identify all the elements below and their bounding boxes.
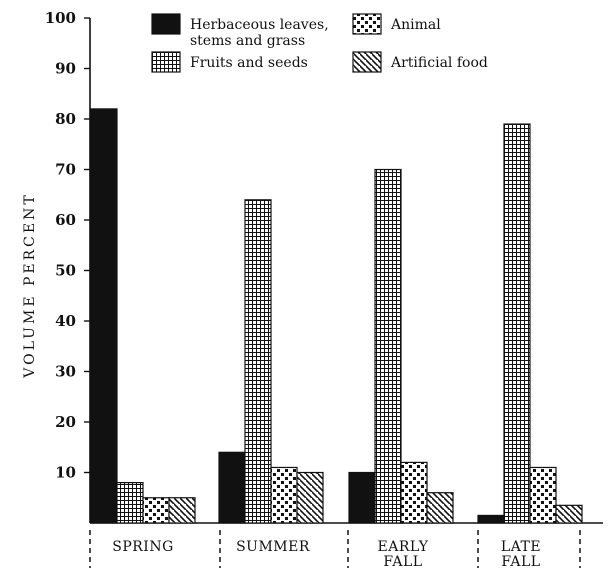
y-tick-label: 20 (55, 413, 76, 431)
y-tick-label: 60 (55, 211, 76, 229)
legend-label: Animal (390, 17, 441, 33)
bar-solid-1 (218, 451, 246, 524)
legend-label: Artificial food (390, 55, 488, 71)
bar-hatch-2 (426, 492, 454, 524)
x-tick-label: FALL (501, 554, 540, 568)
bar-grid-2 (374, 168, 402, 524)
y-tick-label: 90 (55, 60, 76, 78)
bar-dots-3 (529, 466, 557, 524)
legend: Herbaceous leaves,stems and grass Fruits … (151, 13, 488, 73)
legend-label: Fruits and seeds (190, 55, 308, 71)
legend-label: Herbaceous leaves, (190, 17, 329, 33)
bar-dots-1 (270, 466, 298, 524)
x-tick-label: SUMMER (236, 539, 310, 555)
bar-solid-2 (348, 471, 376, 524)
bar-grid-0 (116, 482, 144, 524)
x-tick-label: FALL (383, 554, 422, 568)
legend-label: stems and grass (190, 33, 305, 49)
bar-hatch-1 (296, 471, 324, 524)
bar-hatch-3 (555, 504, 583, 524)
bar-dots-0 (142, 497, 170, 524)
y-axis-ticks: 10 20 30 40 50 60 70 80 90 100 (45, 9, 90, 482)
bar-hatch-0 (168, 497, 196, 524)
x-tick-label: SPRING (112, 539, 174, 555)
legend-swatch-hatch (352, 51, 382, 73)
y-axis-label: VOLUME PERCENT (22, 192, 38, 378)
x-tick-label: EARLY (377, 539, 428, 555)
bar-grid-1 (244, 199, 272, 524)
bar-grid-3 (503, 123, 531, 524)
legend-swatch-dots (352, 13, 382, 35)
bar-solid-0 (90, 108, 118, 524)
y-tick-label: 30 (55, 363, 76, 381)
bar-dots-2 (400, 461, 428, 524)
bars (90, 108, 583, 524)
y-tick-label: 40 (55, 312, 76, 330)
bar-solid-3 (477, 514, 505, 524)
legend-swatch-solid (151, 13, 181, 35)
y-tick-label: 70 (55, 161, 76, 179)
y-tick-label: 50 (55, 262, 76, 280)
y-tick-label: 100 (45, 9, 76, 27)
x-tick-label: LATE (501, 539, 541, 555)
y-tick-label: 80 (55, 110, 76, 128)
legend-swatch-grid (151, 51, 181, 73)
y-tick-label: 10 (55, 464, 76, 482)
